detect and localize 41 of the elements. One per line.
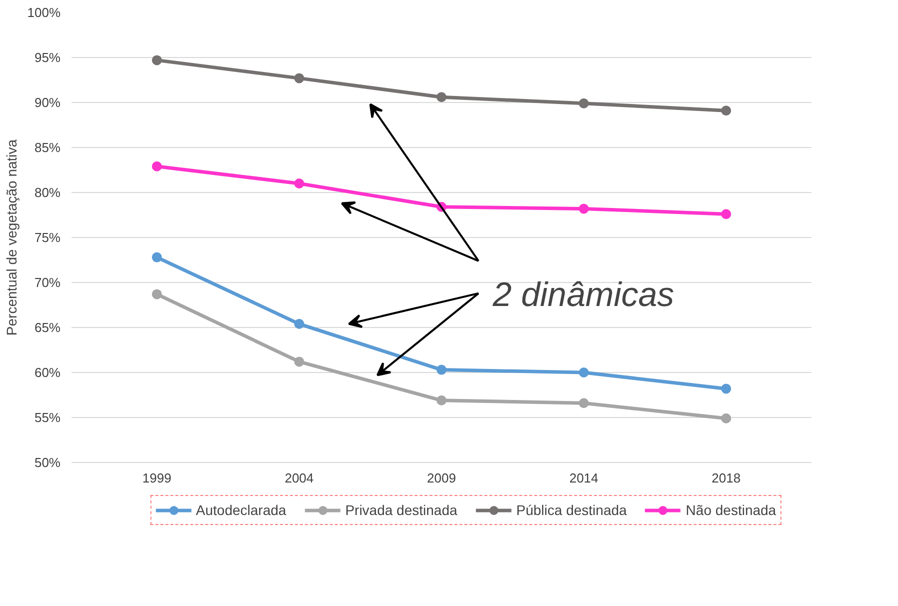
- y-tick-label: 70%: [34, 275, 61, 290]
- x-tick-label: 2009: [427, 470, 456, 486]
- y-tick-label: 100%: [27, 5, 61, 20]
- point: [294, 178, 304, 188]
- point: [578, 204, 589, 214]
- annotation: 2 dinâmicas: [492, 276, 674, 314]
- y-tick-label: 95%: [34, 50, 61, 65]
- x-tick-label: 2014: [569, 470, 598, 486]
- point: [578, 98, 589, 108]
- y-tick-label: 75%: [34, 230, 61, 245]
- point: [436, 92, 446, 102]
- point: [721, 106, 732, 116]
- point: [294, 73, 304, 84]
- point: [152, 252, 162, 262]
- point: [152, 289, 162, 300]
- y-axis-title: Percentual de vegetação nativa: [3, 139, 20, 336]
- point: [436, 395, 446, 406]
- point: [578, 368, 589, 378]
- point: [152, 161, 162, 172]
- point: [721, 209, 732, 220]
- y-tick-label: 65%: [34, 320, 61, 335]
- point: [294, 318, 304, 329]
- point: [578, 398, 589, 408]
- legend-label: Não destinada: [686, 502, 776, 518]
- x-tick-label: 2004: [284, 470, 314, 486]
- y-tick-label: 50%: [34, 455, 61, 470]
- y-tick-label: 60%: [34, 365, 61, 380]
- legend-label: Autodeclarada: [196, 502, 286, 518]
- y-tick-label: 90%: [34, 95, 61, 110]
- point: [436, 364, 446, 375]
- legend-label: Pública destinada: [516, 502, 627, 518]
- y-tick-label: 55%: [34, 410, 61, 425]
- x-tick-label: 2018: [712, 470, 741, 486]
- point: [721, 413, 732, 424]
- legend-label: Privada destinada: [345, 502, 458, 518]
- x-tick-label: 1999: [142, 470, 172, 486]
- point: [294, 356, 304, 367]
- point: [721, 384, 732, 394]
- point: [152, 55, 162, 66]
- y-tick-label: 80%: [34, 185, 61, 200]
- y-tick-label: 85%: [34, 140, 61, 155]
